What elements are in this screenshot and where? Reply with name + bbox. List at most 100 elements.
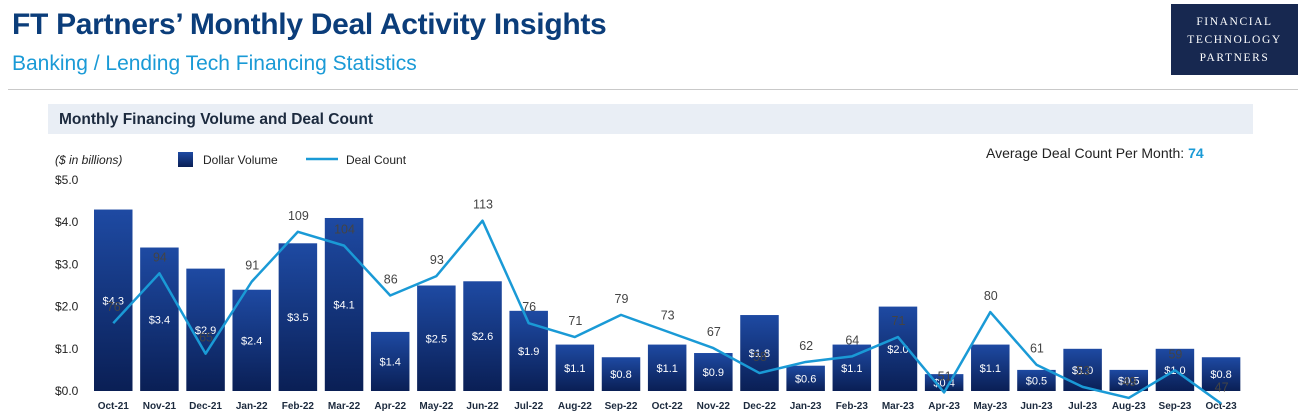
- x-tick-label: Mar-22: [328, 401, 361, 412]
- bar-Aug-23: [1109, 369, 1149, 391]
- section-header-bar: [48, 104, 1253, 134]
- y-tick-label: $0.0: [55, 384, 79, 398]
- bar-Jan-23: [786, 365, 825, 391]
- bar-value-label: $1.8: [749, 348, 770, 360]
- bar-Oct-22: [647, 344, 687, 391]
- x-tick-label: Nov-22: [697, 401, 731, 412]
- deal-count-label: 76: [107, 300, 121, 314]
- x-tick-label: Dec-22: [743, 401, 776, 412]
- bar-Sep-22: [601, 357, 641, 391]
- bar-Nov-21: [140, 247, 179, 391]
- bar-value-label: $1.1: [980, 363, 1001, 375]
- deal-count-label: 49: [1122, 375, 1136, 389]
- deal-count-label: 59: [1168, 347, 1182, 361]
- x-tick-label: Jul-23: [1068, 401, 1097, 412]
- x-tick-label: Apr-22: [374, 401, 406, 412]
- average-deal-count: Average Deal Count Per Month: 74: [986, 145, 1204, 161]
- x-tick-label: Sep-22: [605, 401, 638, 412]
- bar-Jul-23: [1063, 348, 1102, 391]
- deal-count-line: [112, 219, 1222, 405]
- bar-Mar-23: [878, 306, 918, 391]
- bar-value-label: $3.5: [287, 312, 308, 324]
- deal-count-label: 104: [334, 223, 355, 237]
- bar-Jun-22: [463, 281, 502, 391]
- x-tick-label: May-22: [419, 401, 453, 412]
- bar-Oct-23: [1201, 357, 1241, 391]
- deal-count-label: 47: [1215, 381, 1229, 395]
- deal-count-label: 71: [892, 314, 906, 328]
- bar-value-label: $1.0: [1072, 365, 1093, 377]
- bar-value-label: $4.1: [333, 299, 354, 311]
- average-value: 74: [1188, 145, 1204, 161]
- deal-count-label: 71: [568, 314, 582, 328]
- x-tick-label: Oct-23: [1206, 401, 1238, 412]
- deal-count-label: 58: [753, 350, 767, 364]
- deal-count-label: 113: [473, 198, 493, 212]
- y-tick-label: $2.0: [55, 300, 79, 314]
- deal-count-label: 62: [799, 339, 813, 353]
- bar-May-23: [971, 344, 1010, 391]
- legend-line-label: Deal Count: [346, 153, 407, 167]
- x-tick-label: Jun-22: [466, 401, 499, 412]
- bar-value-label: $1.1: [564, 363, 585, 375]
- bar-value-label: $0.5: [1118, 375, 1139, 387]
- x-tick-label: May-23: [973, 401, 1007, 412]
- header-divider: [8, 89, 1298, 90]
- deal-count-label: 79: [615, 292, 629, 306]
- deal-count-label: 64: [845, 333, 859, 347]
- bar-Aug-22: [555, 344, 595, 391]
- ftp-logo: FINANCIAL TECHNOLOGY PARTNERS: [1171, 4, 1298, 75]
- bar-value-label: $1.9: [518, 346, 539, 358]
- x-tick-label: Jan-22: [236, 401, 268, 412]
- x-tick-label: Jun-23: [1020, 401, 1053, 412]
- bar-Oct-21: [94, 209, 133, 391]
- y-tick-label: $4.0: [55, 215, 79, 229]
- deal-count-label: 80: [984, 289, 998, 303]
- x-tick-label: Jul-22: [514, 401, 543, 412]
- bar-value-label: $3.4: [149, 314, 170, 326]
- deal-count-label: 94: [153, 250, 167, 264]
- bar-value-label: $2.5: [426, 333, 447, 345]
- x-tick-label: Feb-22: [282, 401, 315, 412]
- logo-line-2: TECHNOLOGY: [1187, 33, 1282, 46]
- x-tick-label: Mar-23: [882, 401, 915, 412]
- deal-count-label: 109: [288, 209, 309, 223]
- y-tick-label: $1.0: [55, 342, 79, 356]
- x-tick-label: Oct-22: [652, 401, 684, 412]
- deal-count-label: 51: [938, 369, 952, 383]
- bar-value-label: $0.8: [1210, 369, 1231, 381]
- bar-value-label: $1.1: [656, 363, 677, 375]
- y-tick-label: $5.0: [55, 173, 79, 187]
- deal-count-label: 91: [245, 259, 259, 273]
- x-tick-label: Oct-21: [98, 401, 130, 412]
- bar-value-label: $1.4: [379, 356, 400, 368]
- x-tick-label: Aug-23: [1112, 401, 1146, 412]
- bar-value-label: $0.6: [795, 373, 816, 385]
- bar-value-label: $0.5: [1026, 375, 1047, 387]
- x-tick-label: Jan-23: [790, 401, 822, 412]
- bar-value-label: $2.6: [472, 331, 493, 343]
- x-tick-label: Nov-21: [143, 401, 177, 412]
- deal-count-label: 67: [707, 325, 721, 339]
- x-tick-label: Feb-23: [836, 401, 869, 412]
- bar-value-label: $4.3: [103, 295, 124, 307]
- deal-count-label: 93: [430, 253, 444, 267]
- bar-value-label: $1.1: [841, 363, 862, 375]
- bar-Apr-23: [924, 374, 964, 391]
- deal-count-label: 76: [522, 300, 536, 314]
- bar-Apr-22: [370, 331, 410, 391]
- bar-value-label: $2.0: [887, 344, 908, 356]
- x-tick-label: Apr-23: [928, 401, 960, 412]
- x-tick-label: Aug-22: [558, 401, 592, 412]
- legend-bar-label: Dollar Volume: [203, 153, 278, 167]
- logo-line-3: PARTNERS: [1199, 51, 1270, 64]
- x-tick-label: Sep-23: [1159, 401, 1192, 412]
- logo-line-1: FINANCIAL: [1196, 15, 1273, 28]
- page-subtitle: Banking / Lending Tech Financing Statist…: [12, 52, 417, 75]
- bar-Jun-23: [1017, 369, 1056, 391]
- deal-count-label: 53: [1076, 364, 1090, 378]
- bar-Dec-22: [740, 315, 779, 391]
- y-tick-label: $3.0: [55, 257, 79, 271]
- deal-count-label: 73: [661, 308, 675, 322]
- average-label: Average Deal Count Per Month:: [986, 145, 1188, 161]
